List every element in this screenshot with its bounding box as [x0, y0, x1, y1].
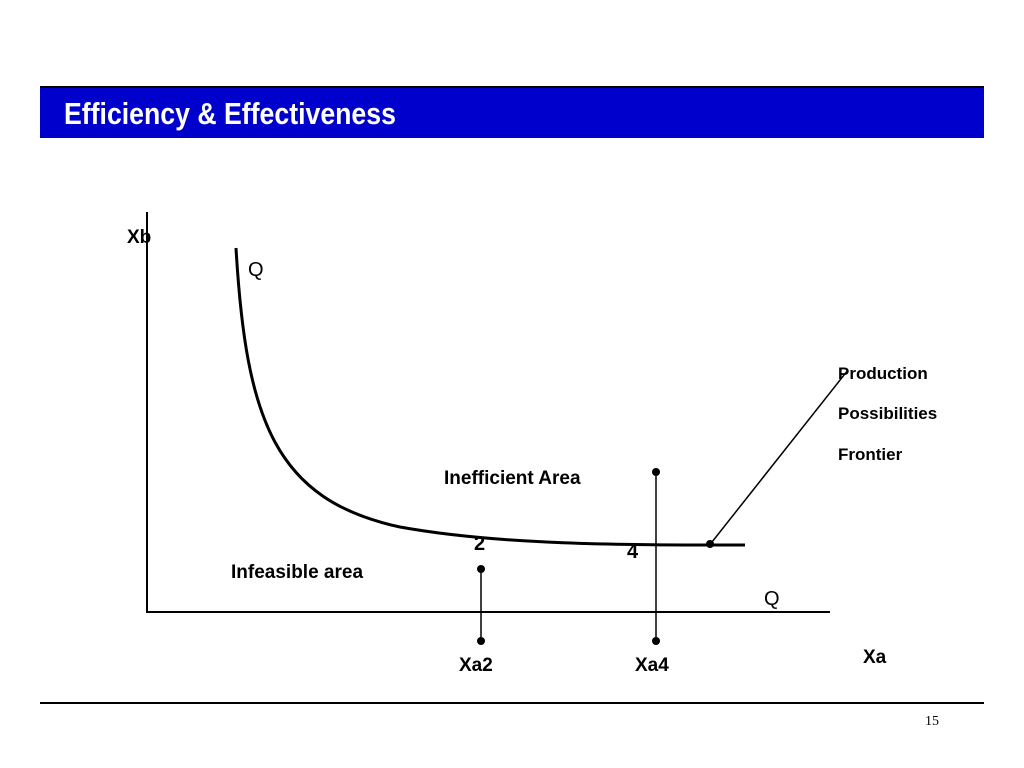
frontier-callout-line [711, 369, 849, 543]
curve-label-top: Q [248, 259, 264, 281]
title-bar: Efficiency & Effectiveness [40, 88, 984, 138]
y-axis-label: Xb [127, 227, 151, 248]
page-number: 15 [925, 714, 939, 729]
curve-label-bottom: Q [764, 588, 780, 610]
bottom-rule [40, 702, 984, 704]
x-axis-label: Xa [863, 647, 887, 668]
xa4-label: Xa4 [635, 655, 669, 676]
xa2-label: Xa2 [459, 655, 493, 676]
isoquant-curve [234, 247, 746, 547]
frontier-point [706, 540, 714, 548]
inefficient-point-dot [652, 468, 660, 476]
frontier-label-line-1: Production [838, 364, 928, 383]
inefficient-area-label: Inefficient Area [444, 468, 581, 489]
point-2-dot [477, 565, 485, 573]
point-2-label: 2 [474, 533, 485, 555]
frontier-label-line-2: Possibilities [838, 404, 937, 423]
point-4-label: 4 [627, 541, 639, 563]
infeasible-area-label: Infeasible area [231, 562, 363, 583]
frontier-label-line-3: Frontier [838, 445, 903, 464]
top-rule [40, 86, 984, 88]
slide-title: Efficiency & Effectiveness [64, 96, 396, 131]
xa4-dot [652, 637, 660, 645]
xa2-dot [477, 637, 485, 645]
